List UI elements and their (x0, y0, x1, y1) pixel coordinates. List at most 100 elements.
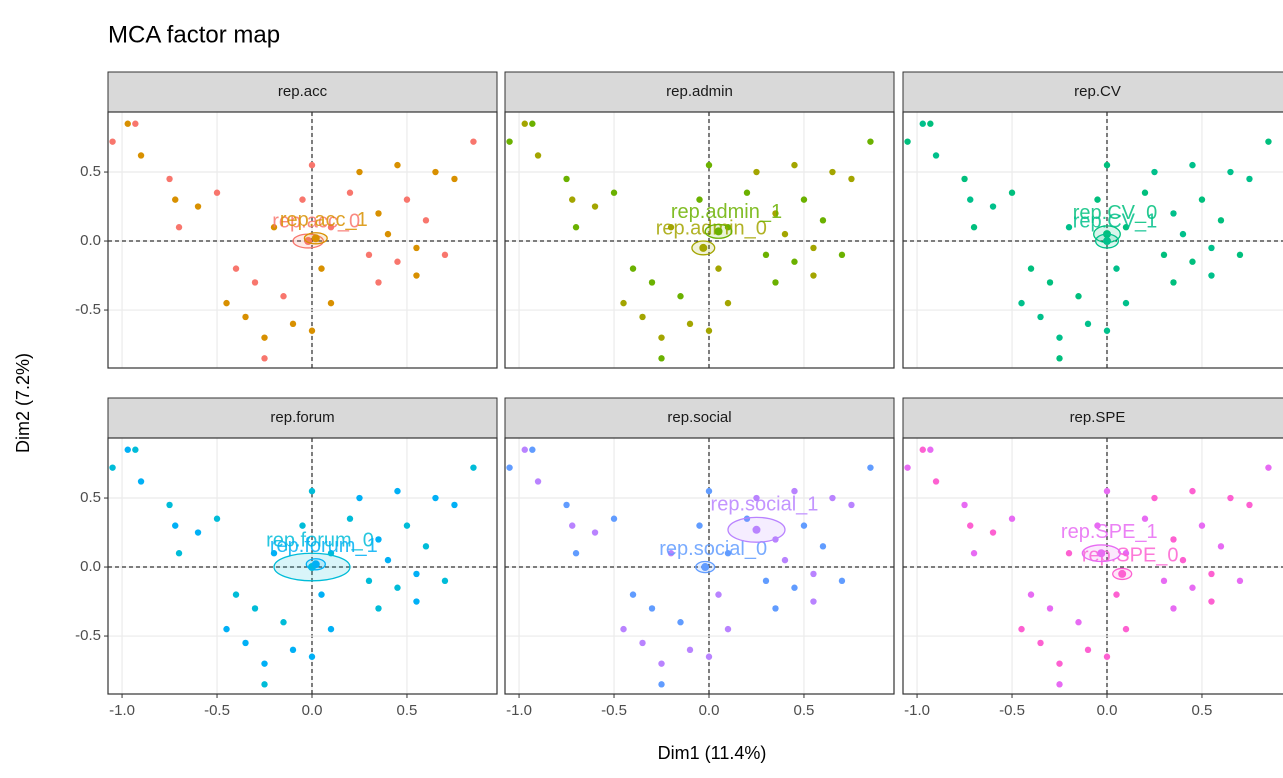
y-tick-label: -0.5 (75, 301, 101, 318)
point (961, 501, 968, 509)
point (172, 196, 179, 203)
point (166, 501, 173, 509)
x-tick-label: 0.5 (794, 702, 815, 719)
facet-title: rep.SPE (1070, 409, 1126, 426)
x-tick-label: -1.0 (904, 702, 930, 719)
category-label: rep.SPE_1 (1061, 521, 1158, 543)
point (308, 653, 316, 660)
point (658, 334, 665, 341)
point (867, 464, 874, 471)
point (810, 244, 817, 252)
point (1046, 279, 1054, 286)
point (610, 515, 618, 522)
point (365, 251, 373, 259)
point (270, 224, 278, 231)
panel-border (902, 111, 1283, 369)
point (781, 230, 789, 238)
point (175, 550, 183, 557)
panel-border (504, 111, 895, 369)
point (375, 605, 382, 612)
point (1122, 224, 1130, 231)
y-tick-label: 0.5 (80, 489, 101, 506)
point (1208, 244, 1215, 252)
point (1141, 515, 1149, 522)
point (800, 196, 808, 203)
point (261, 681, 268, 688)
point (1122, 299, 1130, 307)
facet-title: rep.CV (1074, 83, 1121, 100)
point (629, 591, 637, 598)
point (365, 577, 373, 585)
point (270, 550, 278, 557)
category-center (714, 227, 723, 236)
category-center (1118, 569, 1127, 578)
point (403, 522, 411, 529)
point (124, 446, 131, 453)
point (242, 313, 249, 321)
category-label: rep.social_0 (659, 538, 767, 560)
point (470, 464, 477, 471)
point (394, 584, 401, 591)
point (213, 189, 221, 196)
point (175, 224, 183, 231)
point (356, 168, 363, 176)
point (762, 251, 770, 259)
facet-title: rep.forum (270, 409, 334, 426)
point (829, 494, 836, 502)
point (1008, 515, 1016, 522)
point (791, 487, 798, 495)
point (109, 464, 116, 471)
point (791, 258, 798, 265)
point (1189, 584, 1196, 591)
point (451, 501, 458, 509)
point (1065, 550, 1073, 557)
point (781, 556, 789, 564)
point (441, 577, 449, 585)
point (327, 299, 335, 307)
point (194, 203, 202, 210)
point (810, 272, 817, 279)
category-center (701, 563, 710, 572)
point (223, 625, 230, 633)
point (705, 327, 713, 334)
point (819, 217, 827, 224)
point (658, 660, 665, 667)
x-tick-label: 0.5 (397, 702, 418, 719)
category-label: rep.forum_1 (270, 535, 378, 557)
point (810, 598, 817, 605)
x-tick-label: 0.0 (699, 702, 720, 719)
point (346, 515, 354, 522)
point (451, 175, 458, 183)
point (569, 522, 576, 529)
point (1170, 605, 1177, 612)
point (1018, 625, 1025, 633)
point (137, 152, 145, 159)
panel-border (107, 437, 498, 695)
point (261, 355, 268, 362)
point (242, 639, 249, 647)
point (620, 299, 627, 307)
point (932, 478, 940, 485)
panel-border (107, 111, 498, 369)
point (384, 556, 392, 564)
point (705, 487, 713, 495)
point (591, 203, 599, 210)
point (375, 536, 382, 543)
point (1103, 653, 1111, 660)
point (194, 529, 202, 536)
point (967, 196, 974, 203)
y-tick-label: 0.0 (80, 232, 101, 249)
point (848, 501, 855, 509)
y-tick-label: 0.0 (80, 558, 101, 575)
point (1160, 251, 1168, 259)
point (1208, 598, 1215, 605)
point (1208, 570, 1215, 578)
point (318, 265, 325, 272)
category-center (311, 234, 320, 243)
point (1056, 660, 1063, 667)
x-tick-label: 0.0 (302, 702, 323, 719)
y-axis-label: Dim2 (7.2%) (13, 353, 33, 453)
point (375, 210, 382, 217)
category-label: rep.forum_0 (266, 530, 374, 552)
